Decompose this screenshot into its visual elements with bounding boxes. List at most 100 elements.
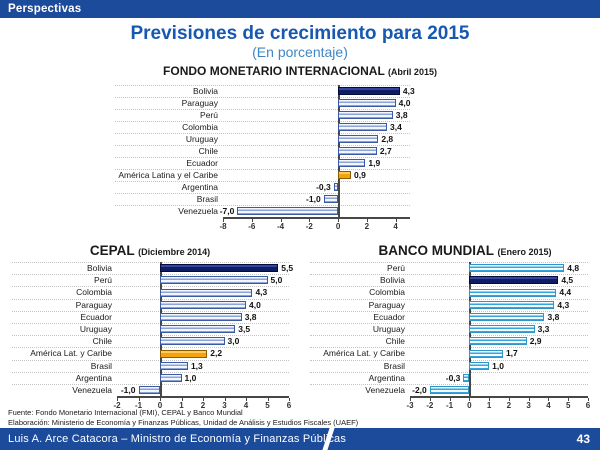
row-separator [310,298,588,300]
axis-tick-label: 4 [546,401,551,411]
value-label: 4,5 [561,275,574,286]
bar [160,264,279,273]
axis-tick-mark [528,398,530,402]
page-number: 43 [576,432,590,446]
value-label: -2,0 [412,385,427,395]
axis-tick-mark [395,219,397,222]
chart-title-banco-mundial-date: (Enero 2015) [497,247,552,257]
value-label: 4,0 [249,299,261,310]
axis-tick-mark [280,219,282,222]
source-notes: Fuente: Fondo Monetario Internacional (F… [8,408,358,427]
x-axis-line [117,396,289,399]
category-label: Uruguay [372,324,405,334]
axis-tick-label: 2 [364,222,370,231]
slide-title: Previsiones de crecimiento para 2015 [130,23,470,44]
value-label: 2,9 [529,336,542,347]
category-label: Paraguay [75,299,112,310]
slide-subtitle: (En porcentaje) [252,44,348,60]
chart-cepal: Bolivia 5,5 Perú 5,0 Colombia 4,3 Paraguay 4,0 E… [12,262,319,412]
axis-tick-mark [588,398,589,402]
category-label: Brasil [383,360,405,371]
value-label: 3,4 [389,122,402,132]
category-label: Argentina [181,182,218,192]
category-label: Perú [94,275,112,286]
value-label: 1,0 [492,360,504,371]
top-banner-label: Perspectivas [8,3,82,15]
category-label: Argentina [368,372,405,383]
axis-tick-label: -2 [113,401,121,411]
chart-title-cepal: CEPAL (Diciembre 2014) [0,243,300,258]
axis-tick-label: -2 [305,222,313,231]
category-label: Chile [92,336,112,347]
axis-tick-label: -6 [248,222,256,231]
bar [160,300,246,309]
value-label: -7,0 [219,206,235,216]
value-label: 4,3 [255,287,268,298]
axis-tick-mark [138,398,140,402]
chart-banco-mundial: Perú 4,8 Bolivia 4,5 Colombia 4,4 Paraguay 4,3 E… [310,262,600,412]
axis-tick-mark [251,219,253,222]
value-label: 1,0 [184,372,197,383]
category-label: Perú [387,263,405,273]
axis-tick-mark [489,398,491,402]
value-label: -0,3 [445,372,461,383]
value-label: 3,8 [547,311,560,322]
value-label: 1,7 [505,348,518,359]
axis-tick-mark [181,398,183,402]
value-label: 3,3 [537,324,550,334]
value-label: 3,0 [227,336,240,347]
category-label: Paraguay [181,98,218,108]
value-label: 4,3 [557,299,570,310]
row-separator [12,335,289,337]
value-label: -0,3 [316,182,331,192]
axis-tick-mark [223,219,224,222]
axis-tick-label: 6 [585,401,591,411]
axis-tick-label: 0 [157,401,163,411]
bar [160,276,268,285]
axis-tick-label: -1 [134,401,143,411]
axis-tick-label: 2 [506,401,512,411]
axis-tick-mark [449,398,451,402]
bar [469,361,490,370]
bar [338,147,377,155]
author-line: Luis A. Arce Catacora – Ministro de Econ… [8,433,347,445]
category-label: Paraguay [368,299,405,310]
row-separator [115,109,410,110]
chart-title-banco-mundial-main: BANCO MUNDIAL [378,243,494,258]
row-separator [115,169,410,170]
category-label: Chile [198,146,218,156]
axis-tick-mark [366,219,368,222]
axis-tick-label: 3 [222,401,227,411]
chart-title-cepal-main: CEPAL [89,243,135,258]
bottom-banner: Luis A. Arce Catacora – Ministro de Econ… [0,428,600,450]
bar [338,87,400,95]
category-label: Bolivia [86,263,112,273]
value-label: 5,0 [270,275,283,286]
value-label: -1,0 [120,385,136,395]
bar [469,337,527,346]
bar [463,373,470,382]
value-label: 0,9 [354,170,366,180]
category-label: Brasil [196,194,218,204]
row-separator [115,181,410,182]
category-label: Venezuela [178,206,218,216]
category-label: Perú [200,110,218,120]
value-label: 2,7 [379,146,392,156]
value-label: 1,9 [368,158,381,168]
axis-tick-mark [508,398,510,402]
bar [160,349,208,358]
axis-tick-label: 5 [265,401,270,411]
value-label: 4,0 [398,98,411,108]
axis-tick-label: 4 [393,222,398,231]
row-separator [310,274,588,276]
bar [160,325,236,334]
chart-title-fmi-date: (Abril 2015) [387,67,437,77]
bar [160,337,225,346]
value-label: -1,0 [306,194,321,204]
row-separator [310,359,588,361]
axis-tick-mark [289,398,290,402]
category-label: Colombia [76,287,112,298]
value-label: 4,4 [559,287,572,298]
row-separator [12,359,289,361]
axis-tick-label: 0 [335,222,341,231]
